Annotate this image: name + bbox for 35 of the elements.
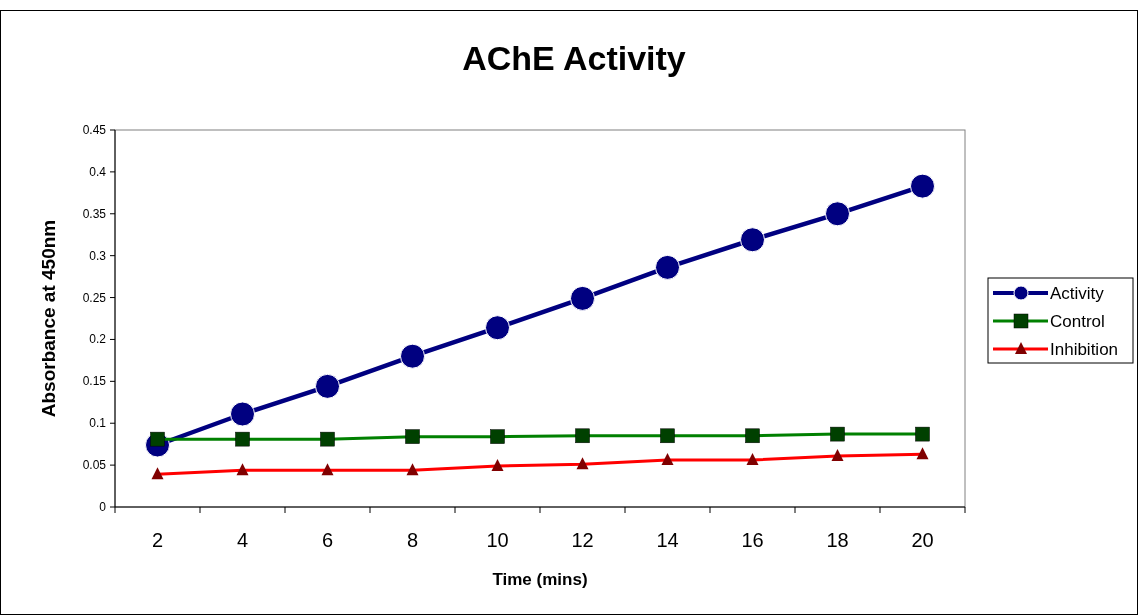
y-tick-label: 0.1 xyxy=(89,416,107,431)
x-tick-label: 12 xyxy=(571,529,594,551)
x-tick-label: 16 xyxy=(741,529,764,551)
x-tick-label: 4 xyxy=(236,529,249,551)
point xyxy=(570,285,595,311)
y-tick-label: 0.25 xyxy=(82,290,107,305)
x-tick-label: 2 xyxy=(151,529,164,551)
y-tick-label: 0.45 xyxy=(82,123,107,137)
y-tick-label: 0.2 xyxy=(89,332,107,347)
y-tick-label: 0.35 xyxy=(82,206,107,221)
point xyxy=(485,315,510,341)
point xyxy=(740,227,765,253)
y-tick-label: 0.3 xyxy=(89,248,107,263)
x-tick-label: 10 xyxy=(486,529,509,551)
chart-title: AChE Activity xyxy=(462,39,686,77)
point xyxy=(655,254,680,280)
point xyxy=(315,373,340,399)
legend-label: Control xyxy=(1050,312,1105,331)
x-tick-label: 8 xyxy=(406,529,419,551)
y-tick-label: 0 xyxy=(99,500,107,514)
y-tick-label: 0.05 xyxy=(82,458,107,473)
x-tick-label: 18 xyxy=(826,529,849,551)
point xyxy=(825,201,850,227)
x-axis-title: Time (mins) xyxy=(492,570,588,589)
y-tick-label: 0.15 xyxy=(82,374,107,389)
x-tick-label: 14 xyxy=(656,529,679,551)
point xyxy=(230,401,255,427)
x-tick-label: 6 xyxy=(321,529,334,551)
point xyxy=(400,343,425,369)
x-tick-label: 20 xyxy=(911,529,934,551)
legend-label: Activity xyxy=(1050,284,1105,303)
y-tick-label: 0.4 xyxy=(89,164,107,179)
y-axis-title: Absorbance at 450nm xyxy=(38,219,59,418)
point xyxy=(910,173,935,199)
legend-label: Inhibition xyxy=(1050,340,1119,359)
